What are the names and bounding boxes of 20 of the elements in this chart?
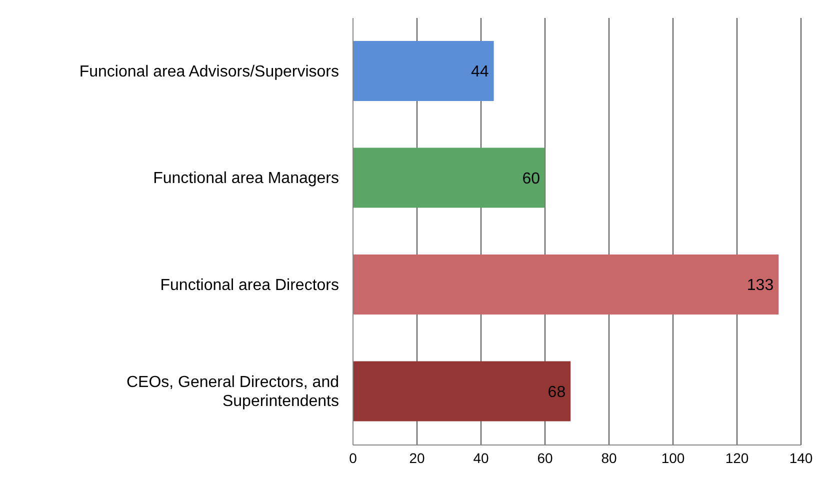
y-tick-label: Functional area Directors	[160, 276, 339, 294]
data-label: 44	[471, 64, 489, 81]
data-label: 60	[522, 170, 540, 188]
x-tick-label: 60	[537, 450, 553, 466]
x-tick-label: 80	[601, 450, 617, 466]
y-tick-label: Functional area Managers	[153, 170, 339, 188]
x-tick-label: 0	[349, 450, 358, 466]
x-tick-label: 100	[661, 450, 685, 466]
data-label: 68	[548, 384, 566, 401]
x-tick-label: 40	[473, 450, 489, 466]
y-tick-label: Funcional area Advisors/Supervisors	[79, 63, 339, 80]
data-label: 133	[746, 277, 774, 294]
bar	[353, 148, 545, 208]
x-tick-label: 120	[725, 450, 749, 466]
bar	[353, 254, 779, 314]
x-tick-label: 20	[409, 450, 425, 466]
x-tick-label: 140	[789, 450, 813, 466]
y-tick-label: CEOs, General Directors, and Superintendents	[126, 374, 339, 410]
bar	[353, 41, 494, 101]
bar	[353, 361, 571, 422]
